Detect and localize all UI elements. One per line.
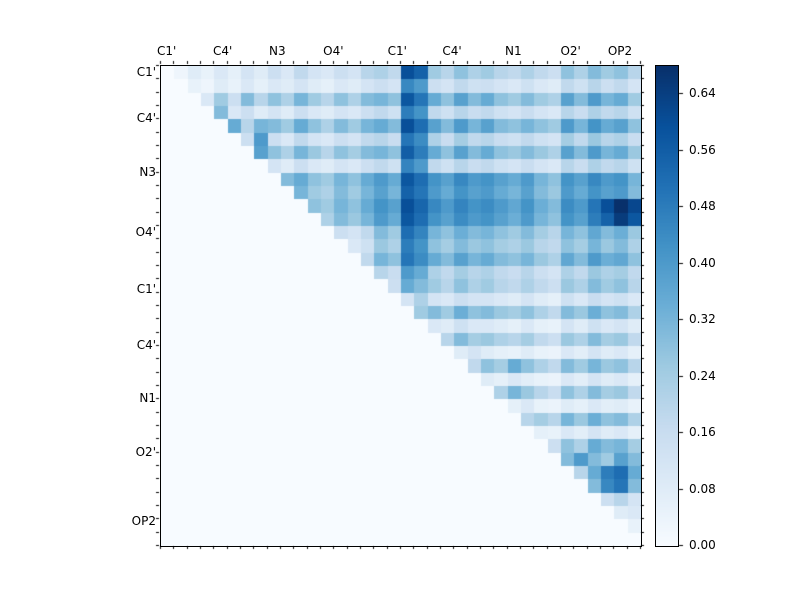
colorbar-tick-label: 0.00: [689, 538, 716, 552]
colorbar-tick-label: 0.08: [689, 481, 716, 496]
colorbar-tick-label: 0.40: [689, 255, 716, 270]
y-tick-label: C1': [136, 64, 156, 79]
x-tick-label: C4': [442, 44, 462, 58]
y-tick-label: O2': [135, 444, 156, 459]
colorbar-tick-label: 0.16: [689, 425, 716, 440]
y-tick-label: C4': [136, 338, 156, 352]
y-tick-label: OP2: [131, 514, 156, 528]
x-tick-label: N3: [269, 44, 286, 58]
y-tick-label: O4': [135, 224, 156, 239]
y-tick-label: C1': [136, 282, 156, 296]
x-tick-label: C1': [387, 44, 407, 58]
y-tick-label: N3: [139, 164, 156, 179]
x-tick-label: O4': [323, 44, 344, 58]
x-tick-label: N1: [505, 44, 522, 58]
colorbar-gradient: [656, 66, 678, 546]
y-tick-label: N1: [139, 391, 156, 406]
colorbar: [655, 65, 679, 547]
colorbar-tick-label: 0.24: [689, 368, 716, 383]
colorbar-tick-label: 0.64: [689, 86, 716, 101]
colorbar-tick-label: 0.56: [689, 142, 716, 157]
heatmap-canvas: [161, 66, 641, 546]
x-tick-label: O2': [560, 44, 581, 58]
x-tick-label: C4': [213, 44, 233, 58]
heatmap-plot: [160, 65, 642, 547]
x-tick-label: C1': [157, 44, 177, 58]
x-tick-label: OP2: [607, 44, 633, 58]
y-tick-label: C4': [136, 111, 156, 126]
colorbar-tick-label: 0.32: [689, 312, 716, 327]
colorbar-tick-label: 0.48: [689, 199, 716, 214]
